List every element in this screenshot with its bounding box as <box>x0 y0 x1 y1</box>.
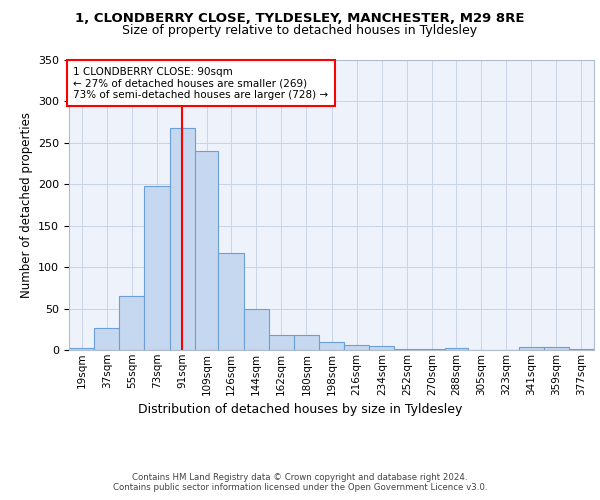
Bar <box>394 349 419 350</box>
Bar <box>445 348 469 350</box>
Bar <box>569 349 594 350</box>
Text: 1 CLONDBERRY CLOSE: 90sqm
← 27% of detached houses are smaller (269)
73% of semi: 1 CLONDBERRY CLOSE: 90sqm ← 27% of detac… <box>73 66 328 100</box>
Bar <box>170 128 194 350</box>
Bar <box>344 345 369 350</box>
Bar <box>319 342 344 350</box>
Bar <box>269 335 294 350</box>
Bar <box>518 346 544 350</box>
Text: Contains HM Land Registry data © Crown copyright and database right 2024.: Contains HM Land Registry data © Crown c… <box>132 472 468 482</box>
Bar <box>69 348 94 350</box>
Bar <box>544 346 569 350</box>
Text: 1, CLONDBERRY CLOSE, TYLDESLEY, MANCHESTER, M29 8RE: 1, CLONDBERRY CLOSE, TYLDESLEY, MANCHEST… <box>75 12 525 26</box>
Bar <box>244 308 269 350</box>
Y-axis label: Number of detached properties: Number of detached properties <box>20 112 32 298</box>
Bar <box>294 335 319 350</box>
Bar <box>119 296 145 350</box>
Text: Distribution of detached houses by size in Tyldesley: Distribution of detached houses by size … <box>138 402 462 415</box>
Bar <box>218 253 244 350</box>
Bar <box>94 328 119 350</box>
Bar <box>194 151 218 350</box>
Bar <box>419 349 445 350</box>
Bar <box>145 186 170 350</box>
Text: Contains public sector information licensed under the Open Government Licence v3: Contains public sector information licen… <box>113 484 487 492</box>
Bar <box>369 346 394 350</box>
Text: Size of property relative to detached houses in Tyldesley: Size of property relative to detached ho… <box>122 24 478 37</box>
